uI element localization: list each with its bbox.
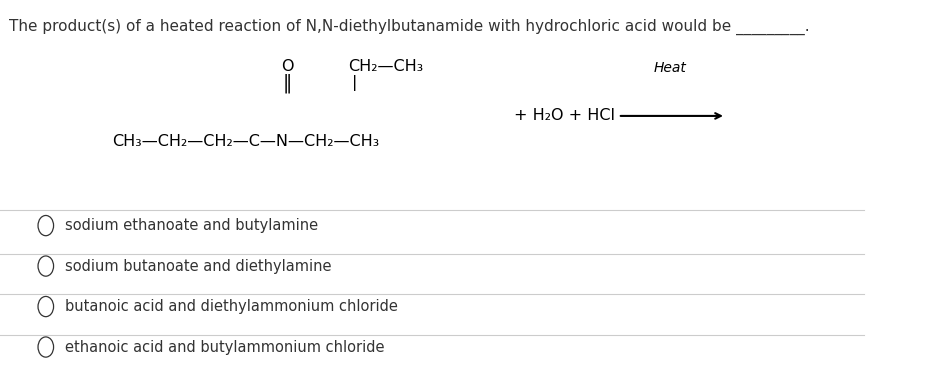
Text: sodium ethanoate and butylamine: sodium ethanoate and butylamine — [65, 218, 318, 233]
Text: + H₂O + HCl: + H₂O + HCl — [514, 109, 615, 123]
Text: The product(s) of a heated reaction of N,N-diethylbutanamide with hydrochloric a: The product(s) of a heated reaction of N… — [8, 18, 809, 35]
Text: |: | — [351, 75, 357, 91]
Text: O: O — [281, 59, 293, 74]
Text: CH₃—CH₂—CH₂—C—N—CH₂—CH₃: CH₃—CH₂—CH₂—C—N—CH₂—CH₃ — [112, 134, 380, 149]
Text: Heat: Heat — [653, 61, 686, 75]
Text: sodium butanoate and diethylamine: sodium butanoate and diethylamine — [65, 259, 332, 273]
Text: butanoic acid and diethylammonium chloride: butanoic acid and diethylammonium chlori… — [65, 299, 398, 314]
Text: ‖: ‖ — [283, 73, 291, 92]
Text: CH₂—CH₃: CH₂—CH₃ — [349, 59, 424, 74]
Text: ethanoic acid and butylammonium chloride: ethanoic acid and butylammonium chloride — [65, 340, 384, 354]
